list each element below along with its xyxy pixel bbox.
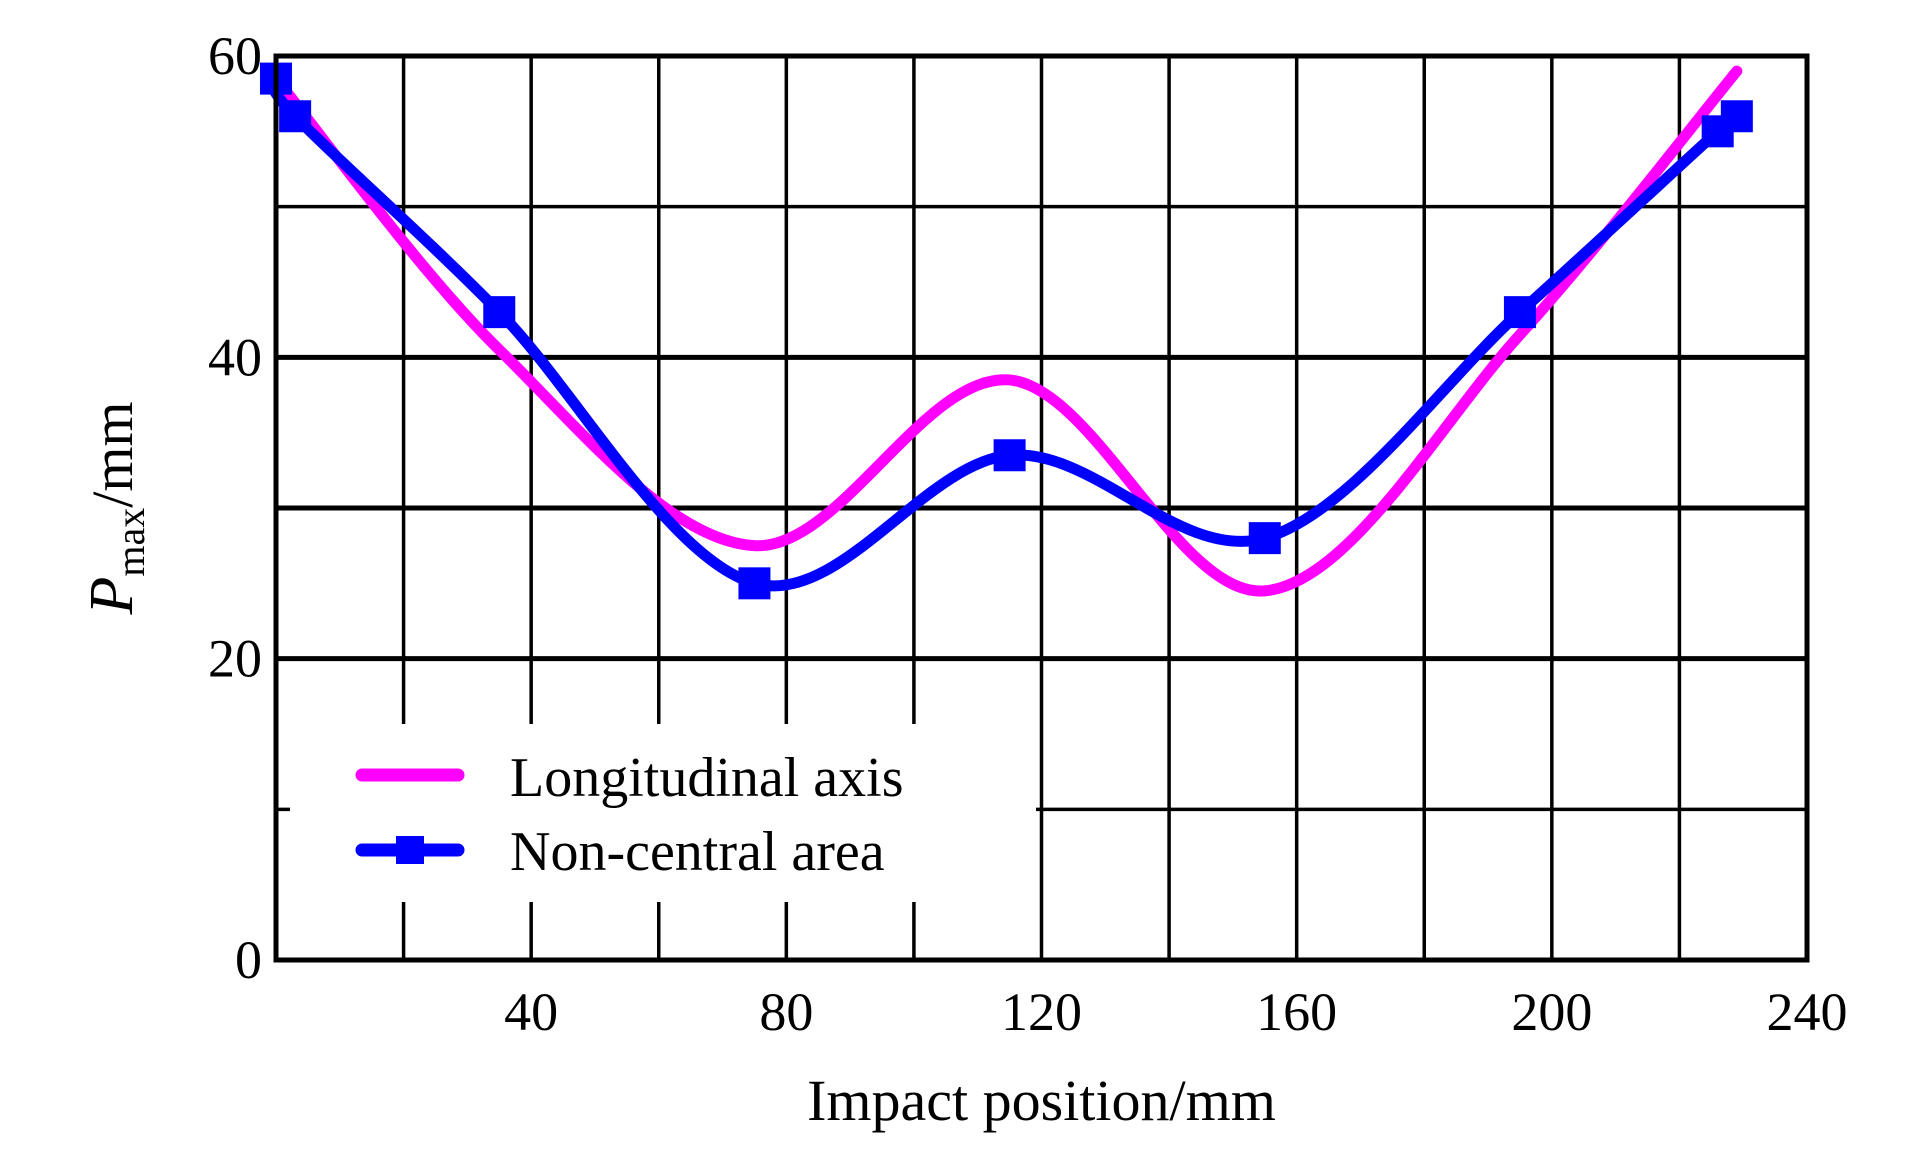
y-axis-title-subscript: max	[108, 508, 153, 577]
legend: Longitudinal axis Non-central area	[290, 724, 1036, 902]
x-tick-label-160: 160	[1256, 982, 1337, 1042]
x-tick-labels: 40 80 120 160 200 240	[504, 982, 1847, 1042]
series-line-0	[270, 65, 1743, 597]
x-tick-label-240: 240	[1767, 982, 1848, 1042]
data-point-1-4	[993, 439, 1026, 472]
legend-label-longitudinal: Longitudinal axis	[510, 747, 904, 809]
x-tick-label-200: 200	[1511, 982, 1592, 1042]
x-tick-label-80: 80	[759, 982, 813, 1042]
y-tick-label-0: 0	[235, 930, 262, 990]
data-point-1-3	[738, 567, 771, 600]
y-tick-label-40: 40	[208, 327, 262, 387]
x-tick-label-40: 40	[504, 982, 558, 1042]
data-point-1-1	[279, 100, 312, 133]
plot-frame	[273, 53, 1810, 963]
data-point-1-5	[1248, 522, 1281, 555]
y-tick-label-60: 60	[208, 26, 262, 86]
y-axis-title: Pmax/mm	[78, 401, 153, 615]
x-axis-title: Impact position/mm	[807, 1068, 1276, 1133]
y-tick-labels: 0 20 40 60	[208, 26, 262, 990]
y-axis-title-unit: /mm	[80, 401, 145, 507]
x-tick-label-120: 120	[1001, 982, 1082, 1042]
legend-box	[290, 724, 1036, 902]
data-point-1-2	[483, 296, 516, 329]
data-point-1-6	[1503, 296, 1536, 329]
series-layer	[260, 62, 1753, 600]
legend-label-non-central: Non-central area	[510, 821, 885, 883]
y-axis-title-symbol: P	[78, 577, 146, 616]
y-tick-label-20: 20	[208, 629, 262, 689]
legend-marker-non-central	[396, 836, 424, 864]
plot-border	[273, 53, 1810, 963]
data-point-1-8	[1720, 100, 1753, 133]
